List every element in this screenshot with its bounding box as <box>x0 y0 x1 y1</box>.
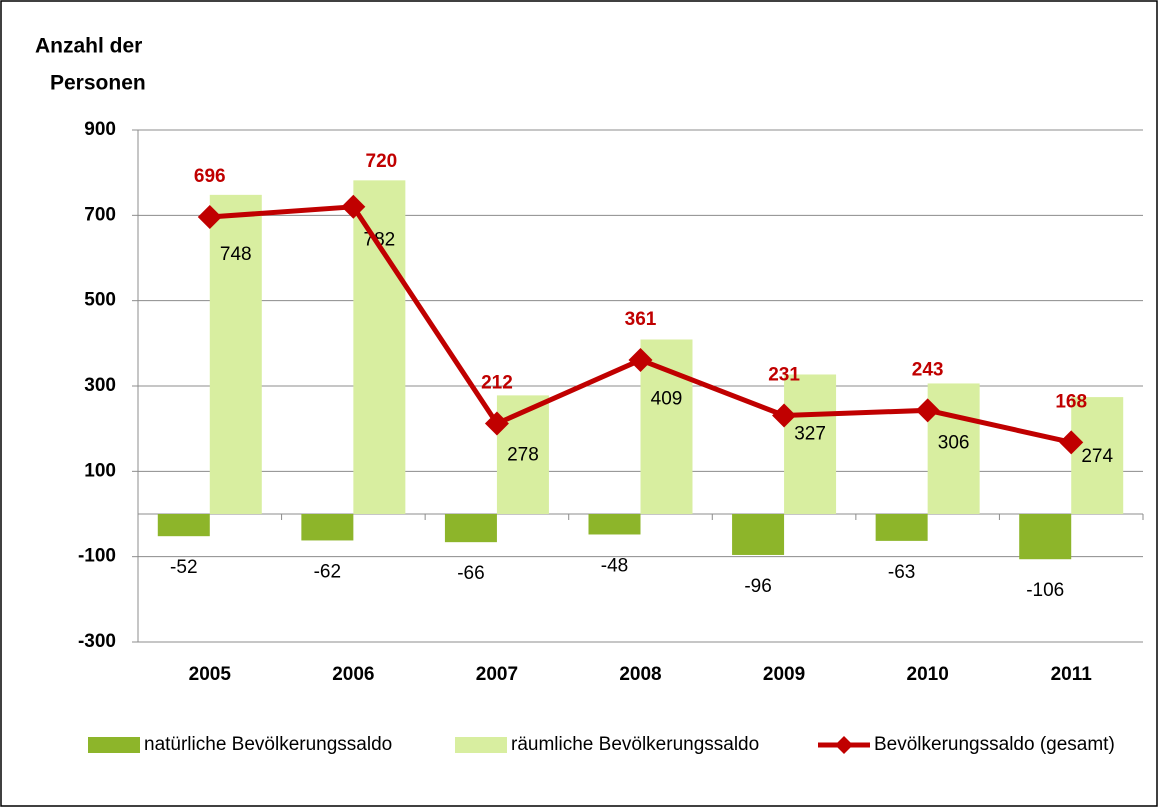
x-tick-label: 2005 <box>189 664 232 685</box>
legend-label: natürliche Bevölkerungssaldo <box>144 734 392 755</box>
y-tick-label: 500 <box>84 290 116 311</box>
data-label: 696 <box>194 166 226 187</box>
data-label: 748 <box>220 244 252 265</box>
marker <box>1059 430 1084 455</box>
data-label: -52 <box>170 557 197 578</box>
y-tick-label: -300 <box>78 631 116 652</box>
data-label: -66 <box>457 563 484 584</box>
bar <box>784 374 837 514</box>
legend-swatch <box>455 737 507 753</box>
y-tick-label: 300 <box>84 375 116 396</box>
bar <box>640 339 693 514</box>
data-label: 306 <box>938 432 970 453</box>
legend-label: Bevölkerungssaldo (gesamt) <box>874 734 1115 755</box>
data-label: 327 <box>794 423 826 444</box>
x-tick-label: 2006 <box>332 664 374 685</box>
data-label: 212 <box>481 373 513 394</box>
x-tick-label: 2009 <box>763 664 805 685</box>
marker <box>341 194 366 219</box>
y-tick-label: 700 <box>84 204 116 225</box>
bar <box>209 194 262 514</box>
data-label: 274 <box>1081 446 1113 467</box>
data-label: -62 <box>314 561 341 582</box>
marker <box>915 398 940 423</box>
bar <box>732 514 785 555</box>
y-tick-label: 100 <box>84 460 116 481</box>
bar <box>301 514 354 541</box>
marker <box>197 205 222 230</box>
marker <box>628 347 653 372</box>
bar <box>444 514 497 543</box>
bar <box>875 514 928 541</box>
x-tick-label: 2008 <box>619 664 661 685</box>
bar <box>496 395 549 514</box>
data-label: -96 <box>744 576 771 597</box>
data-label: -106 <box>1026 580 1064 601</box>
x-tick-label: 2010 <box>907 664 949 685</box>
legend-swatch <box>835 736 853 754</box>
x-tick-label: 2007 <box>476 664 518 685</box>
y-axis-label: Personen <box>50 72 146 95</box>
y-tick-label: -100 <box>78 546 116 567</box>
bar <box>927 383 980 514</box>
legend-label: räumliche Bevölkerungssaldo <box>511 734 759 755</box>
legend-swatch <box>88 737 140 753</box>
marker <box>484 411 509 436</box>
y-tick-label: 900 <box>84 119 116 140</box>
data-label: 278 <box>507 444 539 465</box>
bar <box>1071 397 1124 514</box>
data-label: -48 <box>601 555 628 576</box>
data-label: 361 <box>625 309 657 330</box>
bar <box>1019 514 1072 560</box>
data-label: -63 <box>888 562 915 583</box>
y-axis-label: Anzahl der <box>35 35 142 58</box>
data-label: 231 <box>768 364 800 385</box>
data-label: 168 <box>1055 391 1087 412</box>
data-label: 409 <box>651 389 683 410</box>
data-label: 243 <box>912 359 944 380</box>
bar <box>353 180 406 514</box>
marker <box>772 403 797 428</box>
data-label: 720 <box>366 151 398 172</box>
x-tick-label: 2011 <box>1051 664 1093 685</box>
bar <box>588 514 641 535</box>
bar <box>157 514 210 537</box>
